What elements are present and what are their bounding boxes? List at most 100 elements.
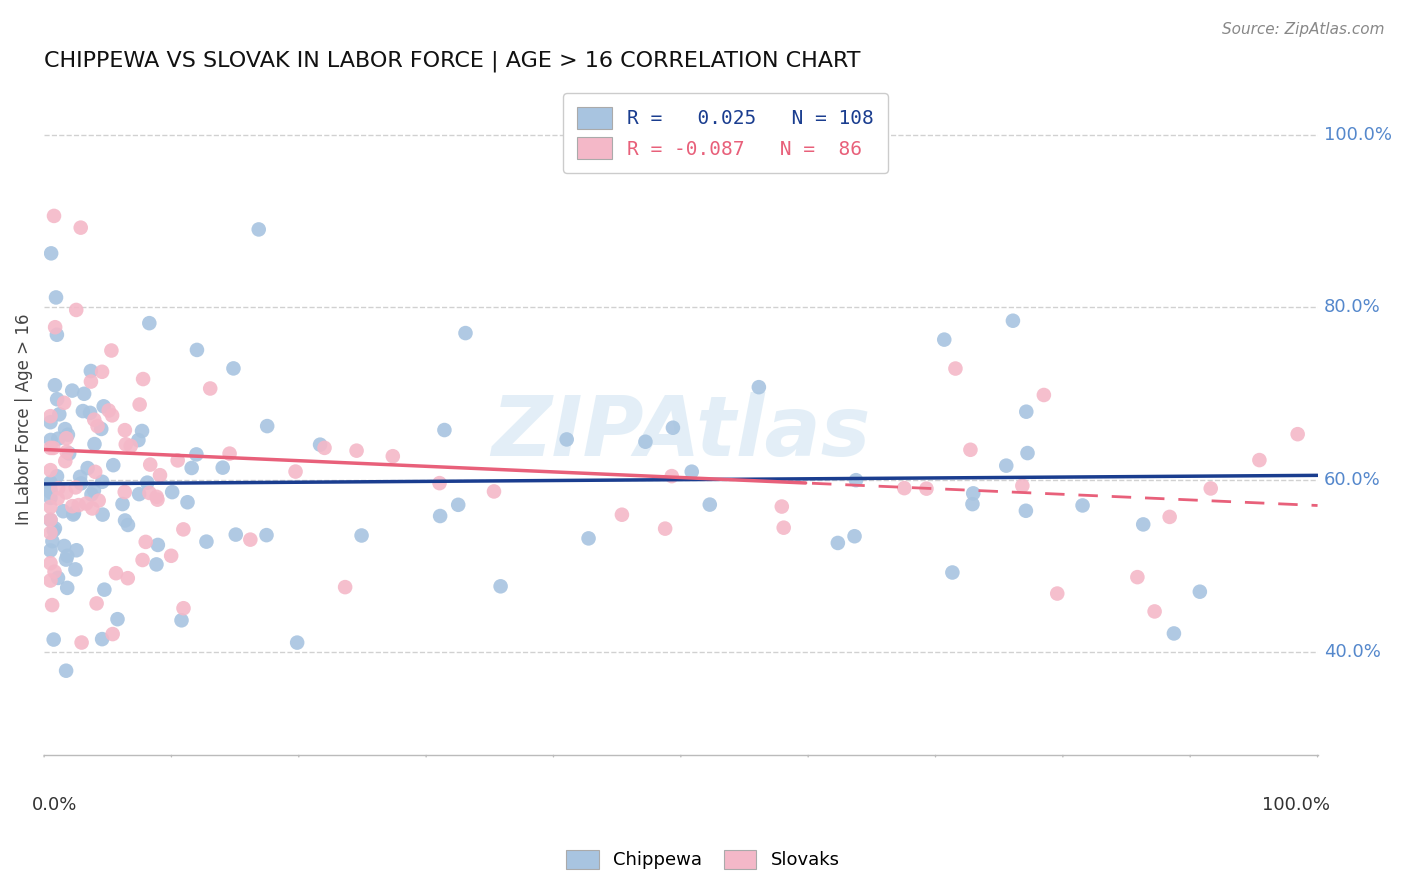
- Point: [80, 487, 103, 501]
- Point: [1249, 453, 1271, 467]
- Y-axis label: In Labor Force | Age > 16: In Labor Force | Age > 16: [15, 314, 32, 525]
- Point: [111, 497, 134, 511]
- Point: [83, 483, 105, 498]
- Point: [1017, 446, 1039, 460]
- Text: 40.0%: 40.0%: [1324, 643, 1381, 661]
- Point: [200, 382, 222, 396]
- Point: [172, 522, 194, 536]
- Point: [46, 491, 69, 506]
- Point: [83, 413, 105, 427]
- Point: [915, 482, 938, 496]
- Point: [962, 486, 984, 500]
- Point: [44, 521, 66, 535]
- Point: [79, 406, 101, 420]
- Point: [146, 538, 169, 552]
- Point: [1046, 586, 1069, 600]
- Point: [65, 543, 87, 558]
- Point: [69, 470, 91, 484]
- Point: [114, 437, 136, 451]
- Point: [145, 558, 167, 572]
- Point: [770, 500, 793, 514]
- Point: [309, 437, 332, 451]
- Point: [333, 580, 356, 594]
- Point: [39, 556, 62, 570]
- Point: [699, 498, 721, 512]
- Point: [82, 501, 104, 516]
- Point: [995, 458, 1018, 473]
- Point: [844, 529, 866, 543]
- Point: [53, 422, 76, 436]
- Point: [433, 423, 456, 437]
- Point: [662, 421, 685, 435]
- Point: [454, 326, 477, 340]
- Point: [87, 493, 110, 508]
- Point: [44, 320, 66, 334]
- Point: [91, 632, 114, 647]
- Point: [239, 533, 262, 547]
- Point: [186, 447, 208, 461]
- Point: [65, 480, 87, 494]
- Point: [578, 532, 600, 546]
- Text: 80.0%: 80.0%: [1324, 298, 1381, 317]
- Point: [44, 378, 66, 392]
- Point: [45, 290, 67, 304]
- Point: [166, 453, 188, 467]
- Point: [39, 491, 62, 505]
- Point: [160, 485, 183, 500]
- Point: [128, 487, 150, 501]
- Point: [114, 423, 136, 437]
- Point: [117, 518, 139, 533]
- Point: [135, 535, 157, 549]
- Point: [69, 220, 91, 235]
- Point: [138, 316, 160, 330]
- Point: [139, 458, 162, 472]
- Point: [39, 543, 62, 558]
- Point: [381, 449, 404, 463]
- Point: [70, 476, 93, 491]
- Point: [42, 632, 65, 647]
- Point: [73, 386, 96, 401]
- Point: [941, 566, 963, 580]
- Legend: Chippewa, Slovaks: Chippewa, Slovaks: [557, 841, 849, 879]
- Point: [75, 496, 97, 510]
- Point: [962, 497, 984, 511]
- Point: [107, 612, 129, 626]
- Point: [173, 601, 195, 615]
- Point: [195, 534, 218, 549]
- Point: [117, 571, 139, 585]
- Point: [1015, 405, 1038, 419]
- Point: [39, 513, 62, 527]
- Point: [146, 492, 169, 507]
- Point: [256, 419, 278, 434]
- Point: [1163, 626, 1185, 640]
- Point: [46, 469, 69, 483]
- Point: [39, 574, 62, 588]
- Point: [180, 461, 202, 475]
- Point: [186, 343, 208, 357]
- Point: [70, 635, 93, 649]
- Point: [55, 431, 77, 445]
- Point: [62, 508, 84, 522]
- Text: 60.0%: 60.0%: [1324, 471, 1381, 489]
- Point: [100, 343, 122, 358]
- Point: [58, 446, 80, 460]
- Point: [120, 439, 142, 453]
- Point: [53, 454, 76, 468]
- Point: [748, 380, 770, 394]
- Point: [39, 246, 62, 260]
- Point: [60, 384, 83, 398]
- Point: [83, 437, 105, 451]
- Text: CHIPPEWA VS SLOVAK IN LABOR FORCE | AGE > 16 CORRELATION CHART: CHIPPEWA VS SLOVAK IN LABOR FORCE | AGE …: [44, 51, 860, 72]
- Point: [225, 527, 247, 541]
- Point: [1159, 509, 1181, 524]
- Text: ZIPAtlas: ZIPAtlas: [491, 392, 870, 474]
- Point: [160, 549, 183, 563]
- Point: [218, 447, 240, 461]
- Point: [60, 499, 83, 513]
- Point: [634, 434, 657, 449]
- Point: [138, 486, 160, 500]
- Point: [105, 566, 128, 581]
- Point: [56, 581, 79, 595]
- Point: [429, 509, 451, 524]
- Point: [489, 579, 512, 593]
